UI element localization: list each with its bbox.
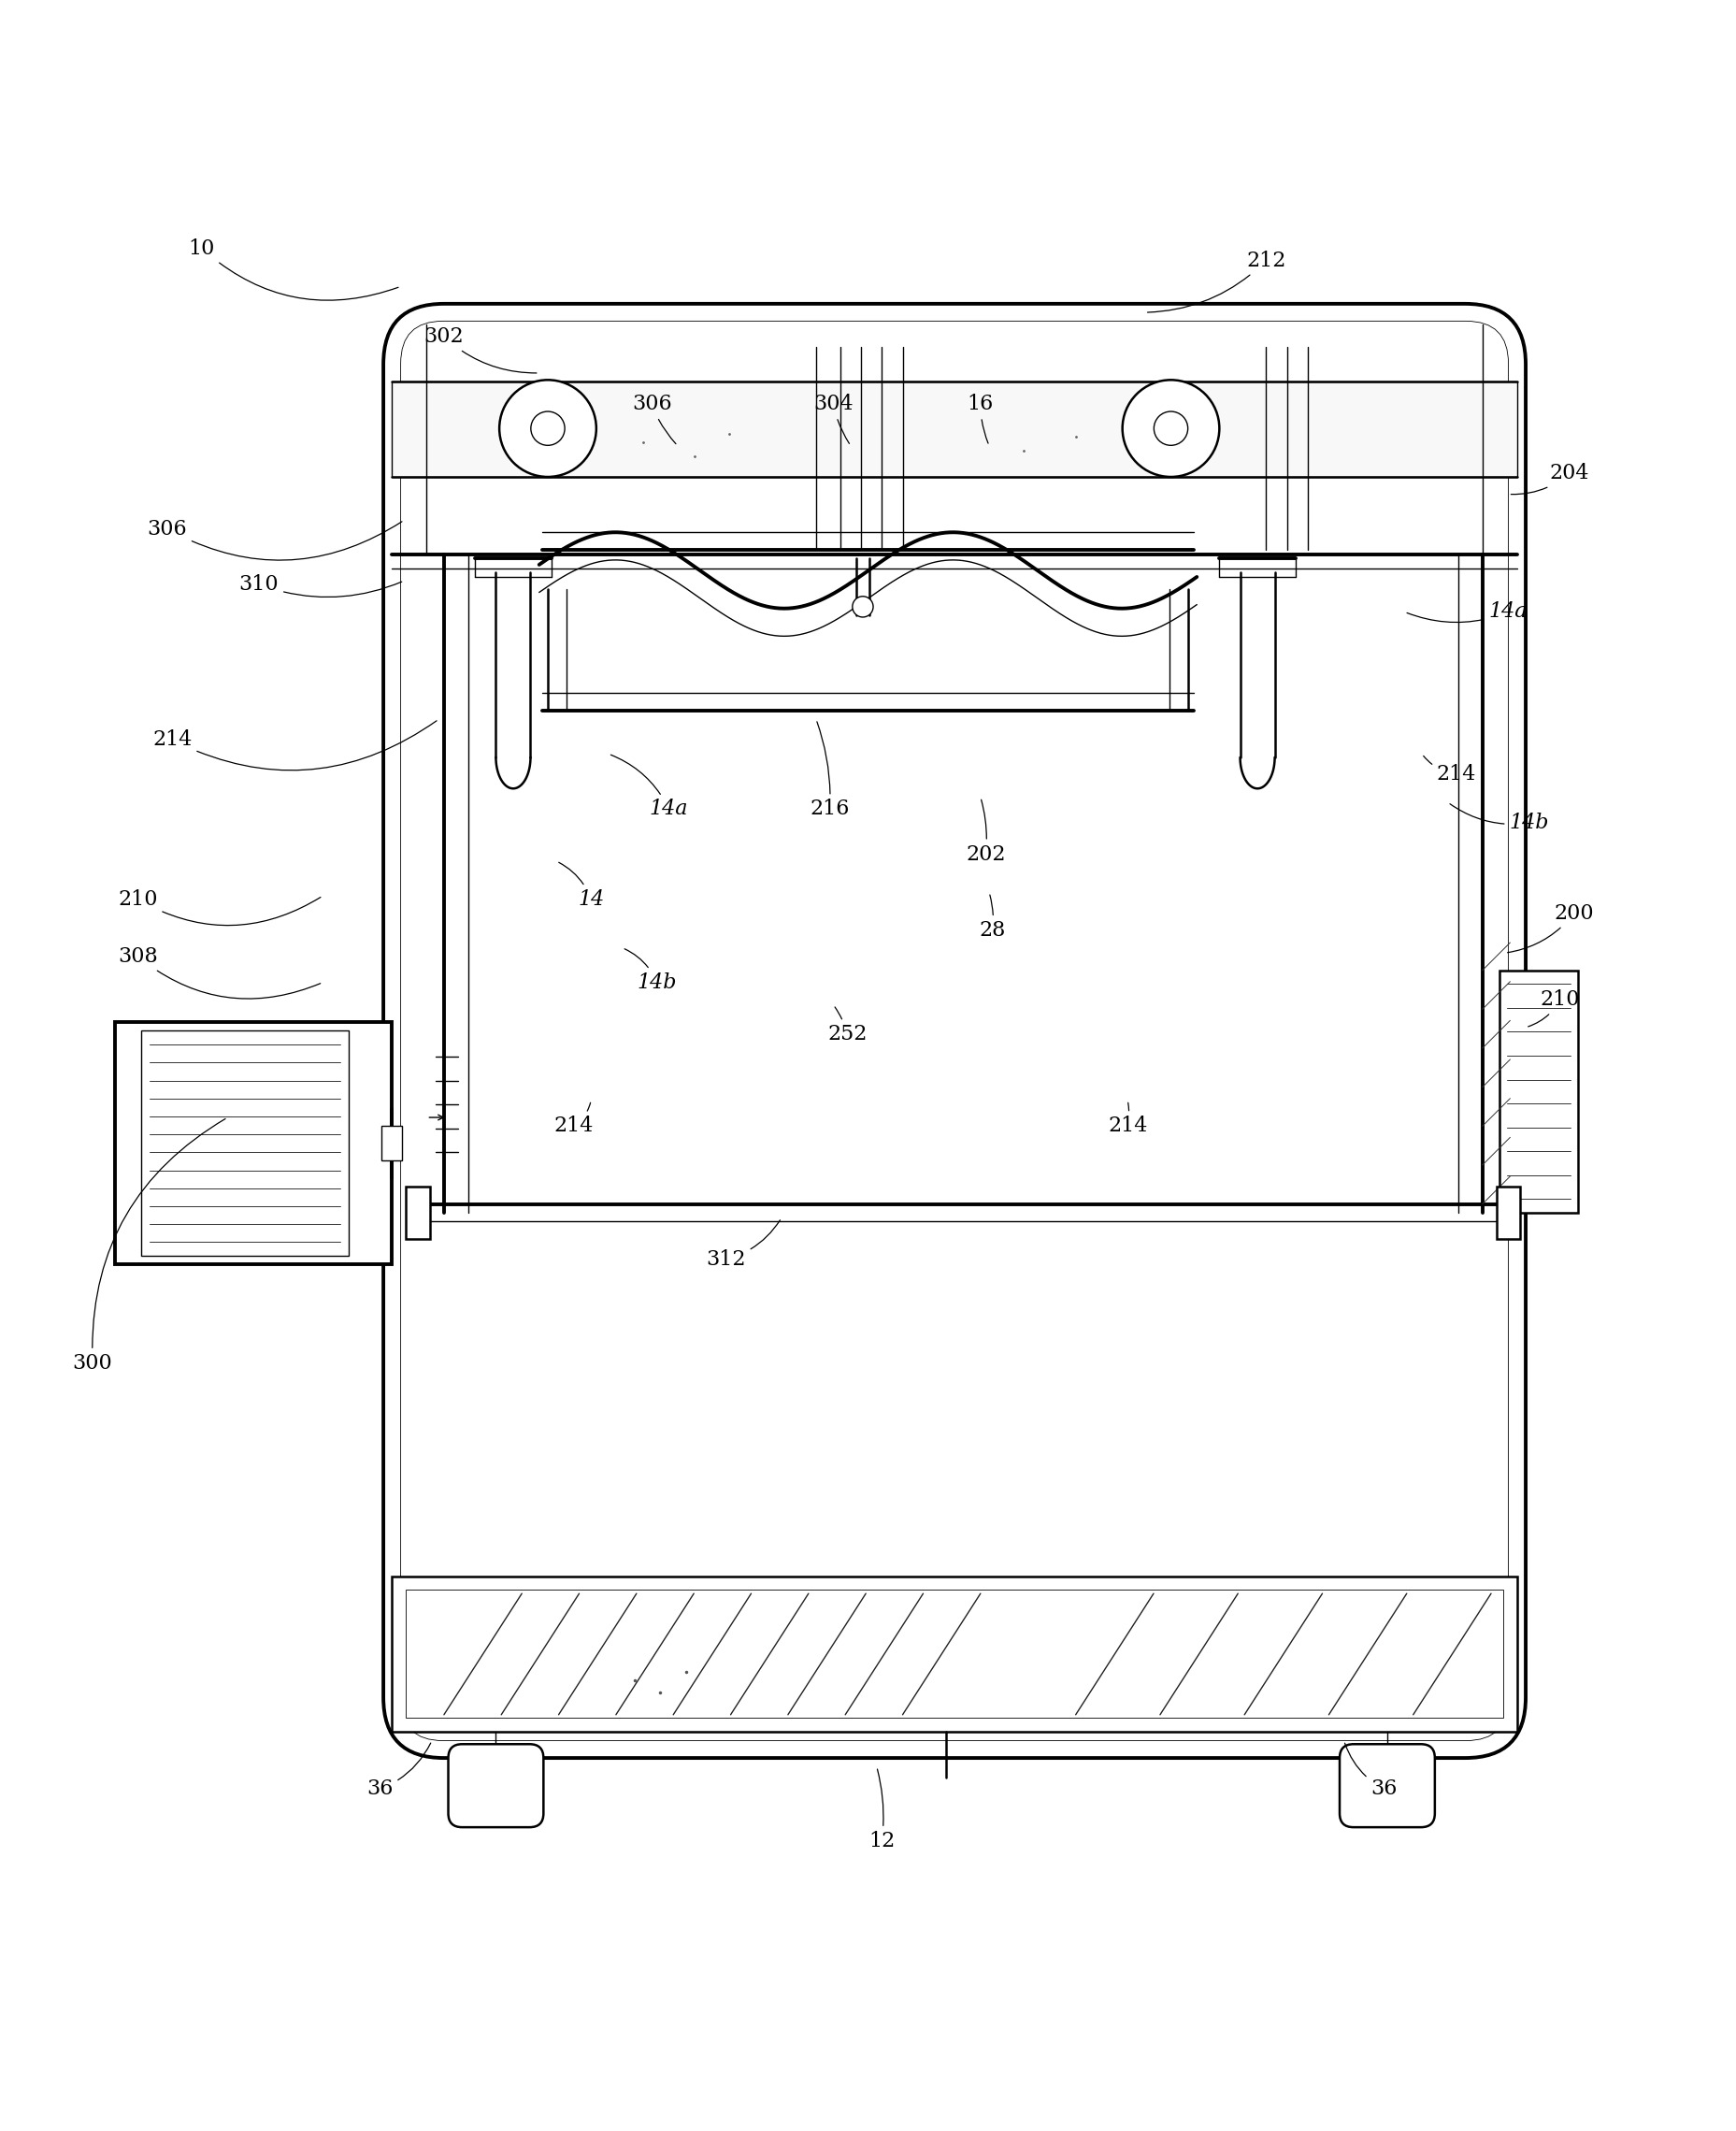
Text: 214: 214	[1424, 757, 1476, 784]
Text: 14: 14	[559, 863, 604, 910]
Text: 216: 216	[811, 722, 849, 820]
Circle shape	[1154, 411, 1187, 445]
Text: 210: 210	[1528, 989, 1580, 1027]
Bar	[115, 1023, 392, 1264]
Bar	[392, 381, 1517, 477]
Bar	[1500, 970, 1578, 1213]
Text: 204: 204	[1510, 462, 1588, 494]
Text: 214: 214	[554, 1102, 594, 1136]
Circle shape	[852, 597, 873, 618]
Text: 252: 252	[828, 1008, 866, 1044]
FancyBboxPatch shape	[448, 1743, 543, 1826]
Text: 202: 202	[965, 799, 1005, 865]
Text: 14b: 14b	[1450, 803, 1549, 833]
Text: 14b: 14b	[625, 948, 677, 993]
Text: 308: 308	[118, 946, 321, 999]
Text: 306: 306	[632, 394, 675, 443]
Text: 312: 312	[707, 1221, 779, 1270]
Text: 212: 212	[1147, 249, 1286, 313]
Text: 302: 302	[424, 326, 536, 373]
Text: 36: 36	[1345, 1743, 1397, 1799]
Text: 10: 10	[189, 239, 398, 300]
Circle shape	[531, 411, 564, 445]
FancyBboxPatch shape	[384, 305, 1526, 1758]
Bar	[382, 1125, 403, 1161]
Text: 36: 36	[366, 1743, 431, 1799]
Text: 210: 210	[118, 889, 321, 925]
FancyBboxPatch shape	[1340, 1743, 1436, 1826]
Text: 310: 310	[240, 573, 401, 597]
Text: 300: 300	[73, 1119, 226, 1374]
Bar	[406, 1187, 431, 1238]
Text: 14a: 14a	[611, 754, 689, 820]
Bar	[406, 1590, 1503, 1718]
Text: 214: 214	[1108, 1102, 1147, 1136]
Bar	[141, 1031, 349, 1255]
Text: 14a: 14a	[1406, 601, 1528, 622]
Text: 12: 12	[868, 1769, 896, 1852]
Circle shape	[500, 379, 595, 477]
Circle shape	[1123, 379, 1219, 477]
Bar	[1496, 1187, 1521, 1238]
Text: 306: 306	[148, 518, 403, 560]
Text: 16: 16	[967, 394, 993, 443]
Bar	[392, 1577, 1517, 1733]
Text: 28: 28	[979, 895, 1005, 940]
Text: 200: 200	[1507, 904, 1594, 953]
Text: 304: 304	[814, 394, 854, 443]
Text: 214: 214	[153, 720, 437, 769]
